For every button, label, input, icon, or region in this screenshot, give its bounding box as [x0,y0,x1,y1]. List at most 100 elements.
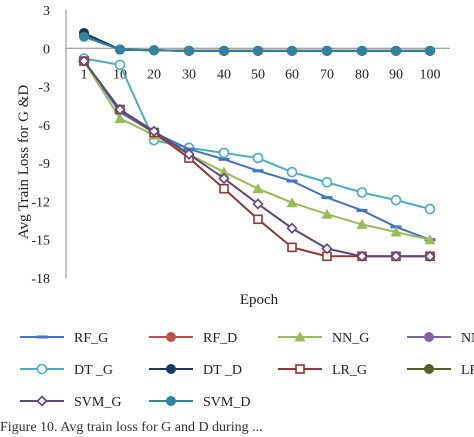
data-point [424,203,436,215]
data-point [253,214,263,225]
data-point [425,45,435,56]
x-tick-label: 50 [251,67,265,82]
legend-label: SVM_G [74,395,121,410]
data-point [114,59,126,71]
x-tick-label: 70 [320,67,334,82]
y-tick-label: -6 [38,119,50,134]
x-tick-label: 60 [285,67,299,82]
data-point [149,45,159,56]
series-line [83,60,431,241]
y-axis: 30-3-6-9-12-15-18 [31,4,450,287]
data-point [390,250,402,262]
y-tick-label: -3 [38,81,50,96]
x-axis-label: Epoch [240,292,279,308]
series-svm_g [78,55,436,262]
y-tick-label: -12 [31,195,50,210]
data-point [148,125,160,137]
legend-label: NN_D [461,331,474,346]
data-point [252,152,264,164]
y-tick-label: -9 [38,157,50,172]
figure-caption: Figure 10. Avg train loss for G and D du… [0,420,263,435]
data-point [219,45,229,56]
x-tick-label: 1 [81,67,88,82]
y-axis-label: Avg Train Loss for G &D [16,85,32,239]
data-point [166,332,176,342]
data-point [79,31,89,42]
data-point [219,183,229,194]
series-rf_g [78,59,436,242]
data-point [287,242,297,253]
data-point [36,363,48,375]
data-point [114,103,126,116]
series-svm_d [79,31,435,56]
y-tick-label: 0 [43,42,50,57]
data-point [294,331,306,342]
data-point [424,250,436,262]
x-tick-label: 40 [217,67,231,82]
x-tick-label: 20 [147,67,161,82]
legend-label: RF_D [203,331,237,346]
data-point [321,243,333,255]
y-tick-label: -18 [31,272,50,287]
chart: 30-3-6-9-12-15-18 1 10 20 30 40 50 60 70 80 90 100… [16,4,474,410]
data-point [218,147,230,159]
data-point [390,194,402,206]
data-point [252,183,264,194]
data-point [357,45,367,56]
legend-item: NN_D [407,331,474,346]
y-tick-label: 3 [43,4,50,19]
legend-item: NN_G [278,331,369,346]
data-point [252,198,264,210]
data-point [166,364,176,374]
data-point [36,395,48,407]
data-point [356,187,368,198]
legend-item: LR_G [278,363,367,378]
legend-item: RF_D [149,331,237,346]
data-point [356,218,368,229]
data-point [286,166,298,178]
data-point [287,45,297,56]
data-point [218,172,230,185]
x-tick-label: 100 [420,67,441,82]
data-point [78,55,90,67]
data-point [321,176,333,188]
x-tick-label: 80 [355,67,369,82]
data-point [115,44,125,55]
x-tick-label: 30 [182,67,196,82]
legend: RF_G RF_D NN_G NN_D DT _G DT _D LR_G LR_D SVM_G S… [20,331,474,410]
data-point [424,332,434,342]
legend-label: NN_G [332,331,369,346]
data-point [286,222,298,234]
data-point [183,148,195,160]
data-point [321,208,333,219]
legend-item: DT _G [20,363,113,378]
data-point [356,250,368,262]
data-point [253,45,263,56]
y-tick-label: -15 [31,234,50,249]
legend-label: LR_G [332,363,367,378]
legend-item: SVM_G [20,395,121,410]
legend-label: RF_G [74,331,108,346]
data-point [391,45,401,56]
x-tick-label: 90 [389,67,403,82]
data-point [295,364,305,374]
legend-item: DT _D [149,363,242,378]
legend-label: SVM_D [203,395,250,410]
data-point [286,197,298,208]
data-point [424,364,434,374]
data-point [166,396,176,406]
x-axis-ticks: 1 10 20 30 40 50 60 70 80 90 100 [81,67,441,82]
series-line [83,60,431,241]
data-point [390,226,402,237]
data-point [424,234,436,245]
data-point [114,112,126,123]
data-point [184,45,194,56]
legend-label: DT _G [74,363,113,378]
legend-label: LR_D [461,363,474,378]
legend-item: LR_D [407,363,474,378]
legend-item: SVM_D [149,395,250,410]
legend-item: RF_G [20,331,108,346]
legend-label: DT _D [203,363,242,378]
data-point [322,45,332,56]
data-point [218,166,230,177]
